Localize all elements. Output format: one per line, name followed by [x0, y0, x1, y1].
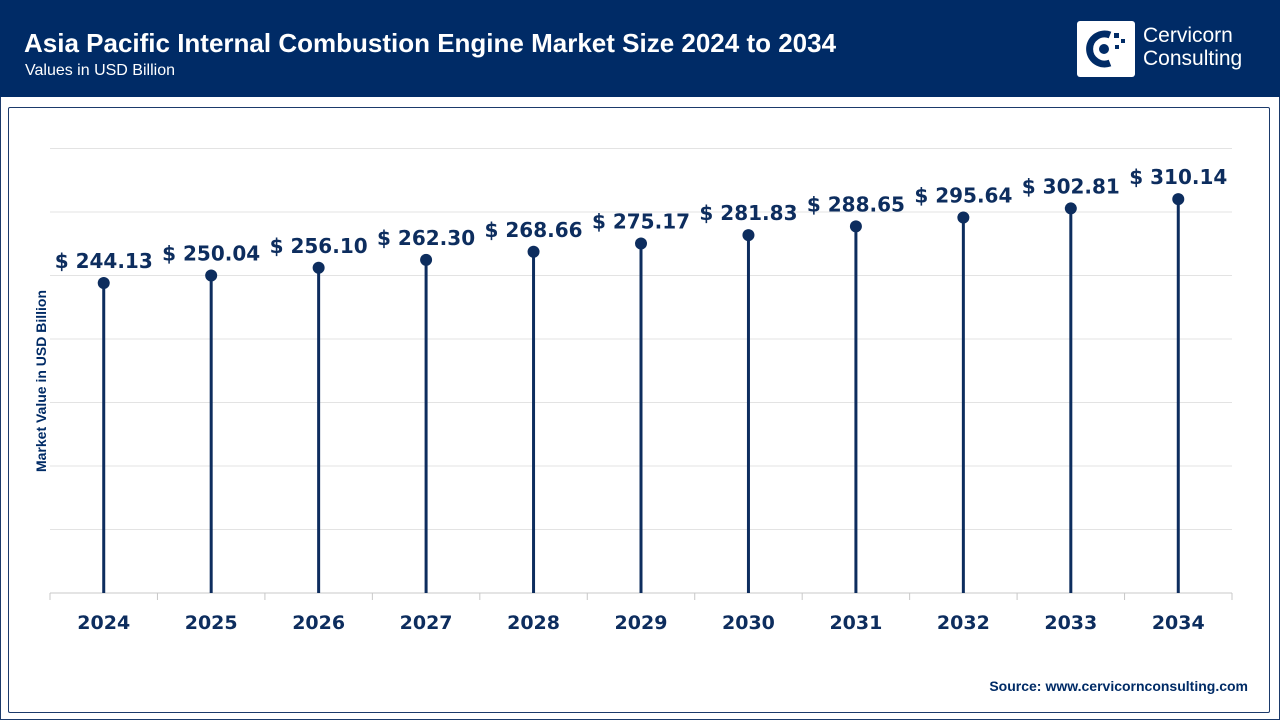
lollipop-point	[849, 220, 862, 233]
data-label: $ 268.66	[485, 218, 583, 242]
company-logo-text: Cervicorn Consulting	[1143, 24, 1242, 70]
x-tick-label: 2030	[722, 612, 775, 634]
x-tick-label: 2033	[1044, 612, 1097, 634]
company-logo-icon	[1077, 21, 1135, 77]
source-note: Source: www.cervicornconsulting.com	[989, 678, 1248, 694]
chart-subtitle: Values in USD Billion	[25, 62, 175, 79]
lollipop-point	[635, 237, 647, 250]
x-tick-label: 2031	[829, 612, 882, 634]
x-tick-label: 2034	[1152, 612, 1205, 634]
x-tick-label: 2032	[937, 612, 990, 634]
data-label: $ 275.17	[592, 210, 690, 234]
data-label: $ 281.83	[699, 201, 797, 225]
lollipop-point	[205, 269, 218, 282]
x-tick-label: 2027	[400, 612, 453, 634]
lollipop-point	[312, 261, 325, 274]
y-axis-label: Market Value in USD Billion	[33, 289, 49, 473]
lollipop-point	[97, 276, 110, 289]
x-tick-label: 2025	[185, 612, 238, 634]
lollipop-point	[420, 253, 433, 266]
lollipop-point	[1064, 202, 1077, 215]
x-tick-label: 2028	[507, 612, 560, 634]
lollipop-point	[742, 229, 755, 242]
logo-line-1: Cervicorn	[1143, 24, 1233, 47]
header-bar: Asia Pacific Internal Combustion Engine …	[0, 0, 1280, 97]
data-label: $ 262.30	[377, 226, 475, 250]
x-tick-label: 2026	[292, 612, 345, 634]
data-label: $ 244.13	[55, 249, 153, 273]
chart-title: Asia Pacific Internal Combustion Engine …	[24, 28, 837, 58]
x-tick-label: 2024	[77, 612, 130, 634]
lollipop-point	[1172, 193, 1185, 206]
data-label: $ 256.10	[270, 234, 368, 258]
source-url: www.cervicornconsulting.com	[1045, 678, 1248, 694]
data-label: $ 250.04	[162, 241, 260, 265]
lollipop-point	[957, 211, 970, 224]
data-label: $ 310.14	[1129, 165, 1227, 189]
x-tick-label: 2029	[615, 612, 668, 634]
data-label: $ 288.65	[807, 192, 905, 216]
source-label: Source:	[989, 678, 1042, 694]
chart-panel	[8, 107, 1270, 713]
data-label: $ 302.81	[1022, 174, 1120, 198]
data-label: $ 295.64	[914, 184, 1012, 208]
logo-line-2: Consulting	[1143, 47, 1243, 70]
lollipop-point	[527, 245, 540, 258]
